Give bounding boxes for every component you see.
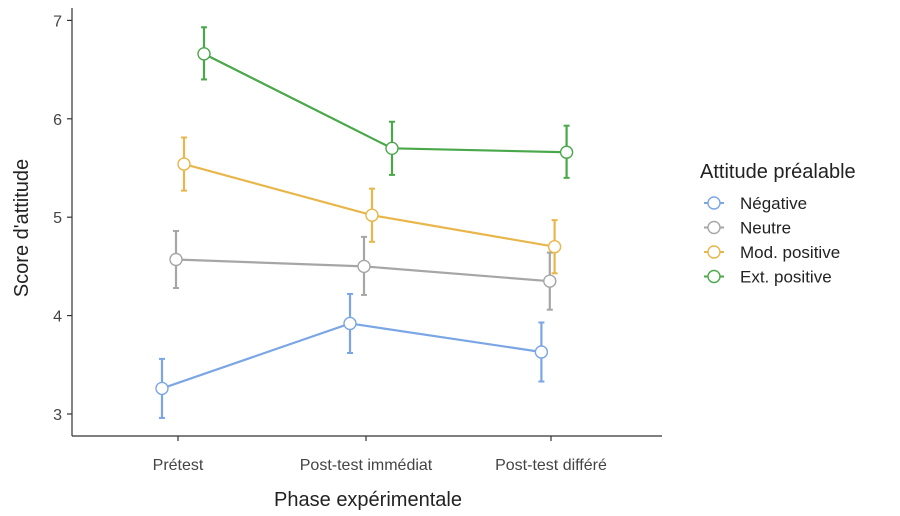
y-tick-label: 7 [53, 13, 62, 30]
series-2 [177, 136, 562, 275]
y-tick-label: 6 [53, 112, 62, 129]
legend-label: Ext. positive [740, 268, 832, 287]
data-point [543, 274, 557, 288]
data-point [547, 240, 562, 254]
data-point [559, 145, 574, 159]
data-point [169, 252, 183, 267]
x-axis-title: Phase expérimentale [274, 489, 462, 511]
data-point [385, 141, 399, 156]
x-tick-label: Post-test immédiat [300, 457, 433, 474]
data-point [197, 47, 211, 61]
series-line [183, 163, 555, 248]
plot-marks [155, 26, 574, 419]
legend-label: Neutre [740, 219, 791, 238]
y-tick-label: 4 [53, 309, 62, 326]
data-point [365, 208, 379, 222]
legend-key-marker [707, 269, 721, 284]
y-tick-label: 3 [53, 407, 62, 424]
series-1 [169, 229, 557, 311]
series-3 [197, 26, 574, 179]
legend-key-marker [707, 196, 721, 210]
legend-item: Neutre [704, 219, 791, 238]
axes: 3 4 5 6 7 Prétest Post-test immédiat Post-test … [53, 8, 662, 474]
series-line [203, 52, 567, 154]
legend-item: Mod. positive [704, 243, 840, 262]
series-line [161, 322, 542, 390]
legend-title: Attitude préalable [700, 161, 856, 183]
legend-key-marker [707, 245, 721, 259]
data-point [343, 316, 357, 331]
data-point [155, 381, 169, 396]
y-tick-label: 5 [53, 210, 62, 227]
legend-key-marker [707, 220, 721, 235]
series-0 [155, 292, 549, 419]
data-point [534, 345, 549, 359]
legend-item: Négative [704, 194, 807, 213]
legend-label: Mod. positive [740, 243, 840, 262]
data-point [357, 259, 371, 274]
x-tick-label: Post-test différé [495, 457, 607, 474]
y-axis-title: Score d'attitude [11, 159, 33, 297]
x-tick-label: Prétest [153, 457, 204, 474]
legend-label: Négative [740, 194, 807, 213]
legend-item: Ext. positive [704, 268, 832, 287]
data-point [177, 157, 191, 171]
legend: Attitude préalable Négative Neutre Mod. po… [700, 161, 856, 287]
